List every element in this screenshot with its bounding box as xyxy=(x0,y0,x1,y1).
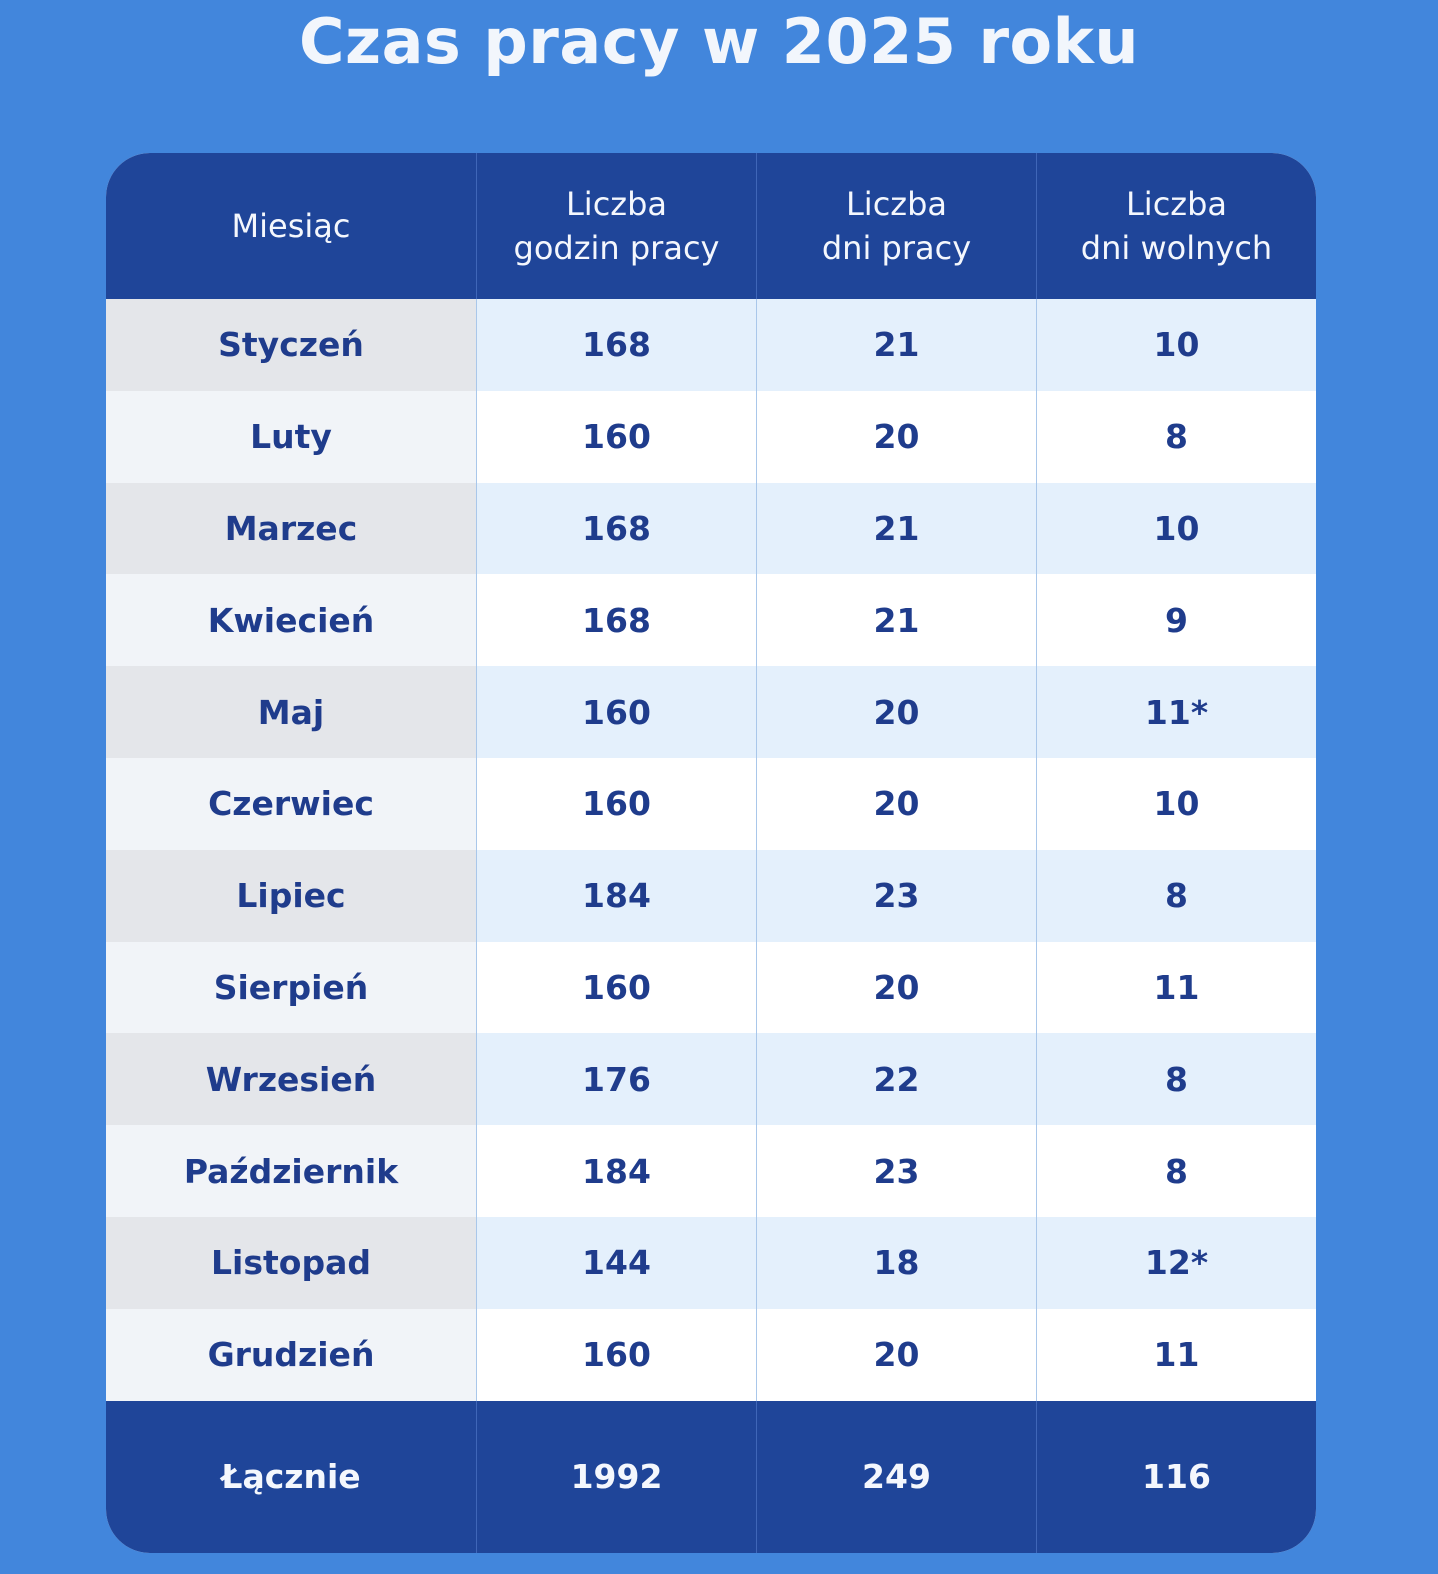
header-work-hours-line1: Liczba xyxy=(565,185,667,223)
days-off-cell: 12* xyxy=(1036,1216,1316,1309)
table-row: Wrzesień 176 22 8 xyxy=(106,1033,1316,1126)
page-title: Czas pracy w 2025 roku xyxy=(298,5,1139,78)
work-days-cell: 21 xyxy=(756,482,1036,575)
month-cell: Listopad xyxy=(106,1216,476,1309)
total-work-hours: 1992 xyxy=(476,1400,756,1553)
table-row: Grudzień 160 20 11 xyxy=(106,1308,1316,1401)
work-hours-cell: 168 xyxy=(476,482,756,575)
header-days-off-line1: Liczba xyxy=(1125,185,1227,223)
work-days-cell: 20 xyxy=(756,1308,1036,1401)
work-hours-cell: 168 xyxy=(476,574,756,667)
days-off-cell: 11* xyxy=(1036,666,1316,758)
table-row: Sierpień 160 20 11 xyxy=(106,941,1316,1034)
month-cell: Wrzesień xyxy=(106,1033,476,1126)
month-cell: Czerwiec xyxy=(106,757,476,850)
header-days-off-line2: dni wolnych xyxy=(1080,229,1273,267)
work-hours-cell: 160 xyxy=(476,390,756,483)
work-days-cell: 21 xyxy=(756,574,1036,667)
work-days-cell: 20 xyxy=(756,941,1036,1034)
days-off-cell: 10 xyxy=(1036,482,1316,575)
days-off-cell: 9 xyxy=(1036,574,1316,667)
table-row: Listopad 144 18 12* xyxy=(106,1216,1316,1309)
table-total-row: Łącznie 1992 249 116 xyxy=(106,1400,1316,1553)
month-cell: Kwiecień xyxy=(106,574,476,667)
month-cell: Sierpień xyxy=(106,941,476,1034)
work-days-cell: 20 xyxy=(756,390,1036,483)
month-cell: Lipiec xyxy=(106,849,476,942)
header-month: Miesiąc xyxy=(106,153,476,299)
total-days-off: 116 xyxy=(1036,1400,1316,1553)
month-cell: Grudzień xyxy=(106,1308,476,1401)
days-off-cell: 8 xyxy=(1036,1125,1316,1217)
table-row: Marzec 168 21 10 xyxy=(106,482,1316,575)
header-work-days-line1: Liczba xyxy=(845,185,947,223)
table-row: Czerwiec 160 20 10 xyxy=(106,757,1316,850)
table-row: Luty 160 20 8 xyxy=(106,390,1316,483)
days-off-cell: 11 xyxy=(1036,1308,1316,1401)
working-time-table: Miesiąc Liczba godzin pracy Liczba dni p… xyxy=(106,153,1316,1553)
work-days-cell: 23 xyxy=(756,1125,1036,1217)
table-row: Styczeń 168 21 10 xyxy=(106,299,1316,391)
days-off-cell: 10 xyxy=(1036,757,1316,850)
table-row: Październik 184 23 8 xyxy=(106,1125,1316,1217)
work-hours-cell: 144 xyxy=(476,1216,756,1309)
table-row: Kwiecień 168 21 9 xyxy=(106,574,1316,667)
work-hours-cell: 184 xyxy=(476,849,756,942)
month-cell: Marzec xyxy=(106,482,476,575)
header-work-days: Liczba dni pracy xyxy=(756,153,1036,299)
work-days-cell: 21 xyxy=(756,299,1036,391)
table-row: Maj 160 20 11* xyxy=(106,666,1316,758)
work-days-cell: 22 xyxy=(756,1033,1036,1126)
table-body: Styczeń 168 21 10 Luty 160 20 8 Marzec 168 21 10 Kwi… xyxy=(106,299,1316,1401)
days-off-cell: 8 xyxy=(1036,1033,1316,1126)
work-hours-cell: 168 xyxy=(476,299,756,391)
work-days-cell: 23 xyxy=(756,849,1036,942)
header-work-hours: Liczba godzin pracy xyxy=(476,153,756,299)
days-off-cell: 8 xyxy=(1036,390,1316,483)
total-work-days: 249 xyxy=(756,1400,1036,1553)
header-month-label: Miesiąc xyxy=(231,207,351,245)
work-hours-cell: 160 xyxy=(476,757,756,850)
days-off-cell: 10 xyxy=(1036,299,1316,391)
month-cell: Październik xyxy=(106,1125,476,1217)
work-hours-cell: 160 xyxy=(476,666,756,758)
month-cell: Styczeń xyxy=(106,299,476,391)
days-off-cell: 8 xyxy=(1036,849,1316,942)
days-off-cell: 11 xyxy=(1036,941,1316,1034)
month-cell: Maj xyxy=(106,666,476,758)
work-days-cell: 20 xyxy=(756,666,1036,758)
work-hours-cell: 184 xyxy=(476,1125,756,1217)
work-hours-cell: 160 xyxy=(476,1308,756,1401)
table-header-row: Miesiąc Liczba godzin pracy Liczba dni p… xyxy=(106,153,1316,299)
work-days-cell: 18 xyxy=(756,1216,1036,1309)
work-hours-cell: 176 xyxy=(476,1033,756,1126)
table-row: Lipiec 184 23 8 xyxy=(106,849,1316,942)
work-hours-cell: 160 xyxy=(476,941,756,1034)
month-cell: Luty xyxy=(106,390,476,483)
header-work-hours-line2: godzin pracy xyxy=(513,229,720,267)
header-work-days-line2: dni pracy xyxy=(821,229,972,267)
work-days-cell: 20 xyxy=(756,757,1036,850)
total-label: Łącznie xyxy=(221,1457,361,1497)
header-days-off: Liczba dni wolnych xyxy=(1036,153,1316,299)
